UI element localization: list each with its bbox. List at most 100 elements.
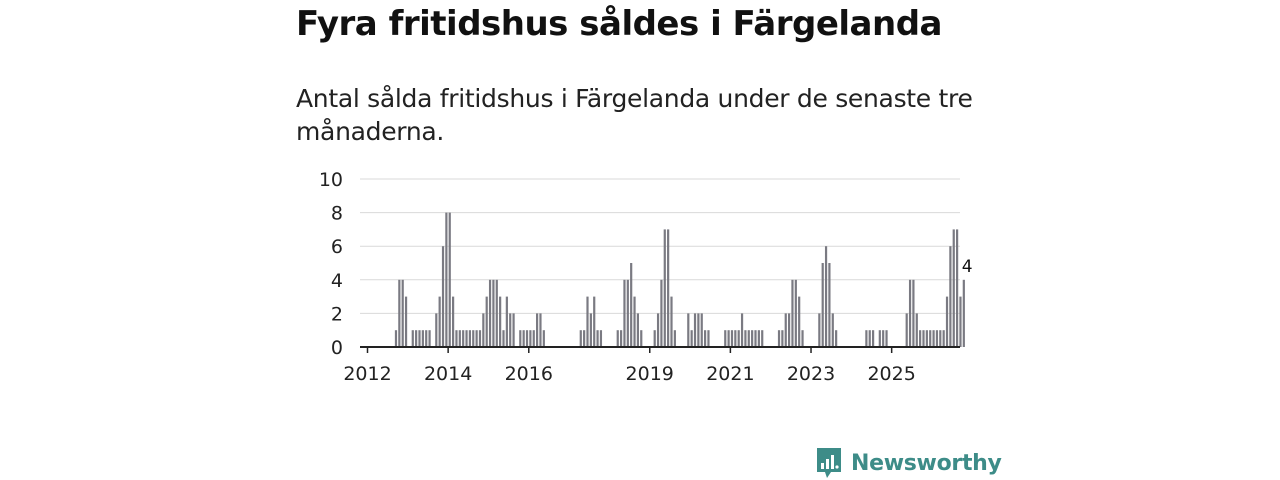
bar — [885, 330, 888, 347]
bar — [620, 330, 623, 347]
bar — [660, 279, 663, 347]
bar — [952, 229, 955, 347]
newsworthy-logo[interactable]: Newsworthy — [815, 446, 1002, 480]
bar — [781, 330, 784, 347]
bar — [525, 330, 529, 347]
bar — [777, 330, 781, 347]
bar — [616, 330, 619, 347]
bar — [949, 246, 952, 347]
bar — [421, 330, 424, 347]
bar — [653, 330, 656, 347]
bar — [932, 330, 935, 347]
bar — [697, 313, 700, 347]
bar — [465, 330, 468, 347]
chart-title: Fyra fritidshus såldes i Färgelanda — [296, 4, 942, 44]
bar — [905, 313, 908, 347]
bar — [411, 330, 414, 347]
bar — [922, 330, 925, 347]
bar — [730, 330, 734, 347]
bar — [962, 279, 965, 347]
bar — [925, 330, 928, 347]
bar — [626, 279, 629, 347]
bar — [502, 330, 505, 347]
bar — [673, 330, 676, 347]
bar — [418, 330, 421, 347]
bar — [704, 330, 707, 347]
bar — [929, 330, 932, 347]
bar — [700, 313, 703, 347]
bar — [425, 330, 428, 347]
bar — [835, 330, 838, 347]
labels: 0 2 4 6 8 10 2012 2014 2016 2019 2021 2023 2025 4 — [319, 169, 973, 385]
bar — [794, 279, 797, 347]
bar — [908, 279, 912, 347]
bar — [912, 279, 915, 347]
bar — [445, 212, 448, 347]
x-tick-label: 2012 — [343, 363, 391, 385]
bar — [740, 313, 744, 347]
bar — [455, 330, 458, 347]
bar — [818, 313, 821, 347]
bar — [791, 279, 794, 347]
axes — [360, 346, 960, 353]
bar — [499, 296, 502, 347]
bar — [509, 313, 512, 347]
bar — [670, 296, 673, 347]
bar — [542, 330, 545, 347]
bar — [522, 330, 525, 347]
bar — [744, 330, 747, 347]
bar — [472, 330, 475, 347]
bar — [394, 330, 398, 347]
y-tick-label: 0 — [331, 337, 343, 359]
bar — [512, 313, 515, 347]
x-tick-label: 2021 — [706, 363, 754, 385]
bar — [458, 330, 461, 347]
y-tick-label: 2 — [331, 303, 343, 325]
bar — [868, 330, 871, 347]
bar — [401, 279, 404, 347]
bar — [583, 330, 586, 347]
bar — [757, 330, 760, 347]
bar — [579, 330, 582, 347]
bar — [959, 296, 962, 347]
bar — [751, 330, 754, 347]
y-tick-label: 8 — [331, 203, 343, 225]
bar — [640, 330, 643, 347]
bar — [452, 296, 455, 347]
bar — [919, 330, 922, 347]
bar — [942, 330, 945, 347]
bar — [798, 296, 801, 347]
bar — [482, 313, 485, 347]
bar — [878, 330, 881, 347]
bar — [754, 330, 757, 347]
x-tick-label: 2016 — [505, 363, 553, 385]
bar — [784, 313, 787, 347]
bar — [734, 330, 737, 347]
y-tick-label: 4 — [331, 270, 343, 292]
bar — [593, 296, 596, 347]
bar — [475, 330, 478, 347]
bar — [821, 263, 824, 347]
bar — [693, 313, 697, 347]
bar — [737, 330, 740, 347]
bar — [505, 296, 508, 347]
bar — [630, 263, 633, 347]
bar — [915, 313, 918, 347]
bar — [519, 330, 522, 347]
y-tick-label: 10 — [319, 169, 343, 191]
chart-subtitle: Antal sålda fritidshus i Färgelanda unde… — [296, 84, 973, 146]
bar — [656, 313, 660, 347]
bar — [828, 263, 831, 347]
bar — [690, 330, 693, 347]
bar — [485, 296, 488, 347]
bar — [636, 313, 639, 347]
bar — [935, 330, 939, 347]
x-tick-label: 2019 — [626, 363, 674, 385]
bar — [441, 246, 445, 347]
bar — [532, 330, 535, 347]
bar — [468, 330, 471, 347]
x-tick-label: 2025 — [867, 363, 915, 385]
bar — [724, 330, 727, 347]
bar — [747, 330, 750, 347]
